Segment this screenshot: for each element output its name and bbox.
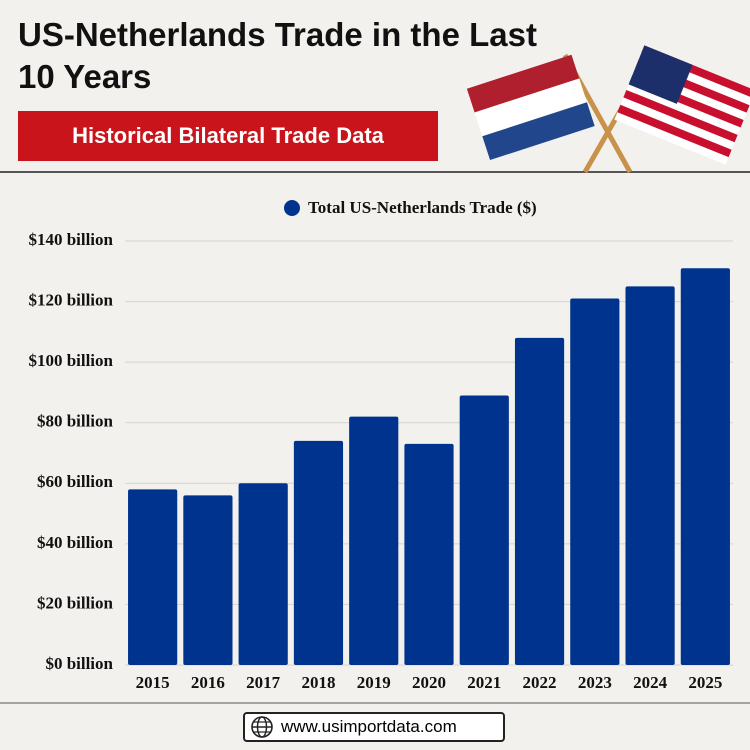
bar bbox=[459, 395, 509, 665]
footer-url: www.usimportdata.com bbox=[281, 717, 457, 736]
y-tick-label: $0 billion bbox=[45, 654, 113, 673]
x-tick-label: 2025 bbox=[688, 673, 722, 692]
x-tick-label: 2015 bbox=[136, 673, 170, 692]
bar bbox=[404, 443, 454, 665]
bar bbox=[183, 495, 233, 665]
y-tick-label: $100 billion bbox=[28, 351, 113, 370]
y-tick-label: $20 billion bbox=[37, 593, 114, 612]
y-tick-label: $140 billion bbox=[28, 230, 113, 249]
y-tick-label: $40 billion bbox=[37, 533, 114, 552]
bar bbox=[128, 489, 178, 665]
x-tick-label: 2022 bbox=[523, 673, 557, 692]
flags bbox=[466, 45, 750, 174]
globe-icon bbox=[251, 716, 273, 738]
x-tick-label: 2016 bbox=[191, 673, 225, 692]
legend-label: Total US-Netherlands Trade ($) bbox=[308, 198, 537, 217]
bar bbox=[680, 268, 730, 665]
bar bbox=[293, 440, 344, 665]
x-tick-label: 2017 bbox=[246, 673, 281, 692]
x-tick-label: 2018 bbox=[301, 673, 335, 692]
title: US-Netherlands Trade in the Last 10 Year… bbox=[18, 16, 537, 95]
x-tick-label: 2023 bbox=[578, 673, 612, 692]
x-tick-label: 2019 bbox=[357, 673, 391, 692]
y-tick-label: $60 billion bbox=[37, 472, 114, 491]
y-tick-label: $120 billion bbox=[28, 290, 113, 309]
y-tick-label: $80 billion bbox=[37, 412, 114, 431]
x-tick-label: 2024 bbox=[633, 673, 668, 692]
footer-link[interactable]: www.usimportdata.com bbox=[243, 712, 505, 742]
bar bbox=[625, 286, 675, 665]
bar bbox=[570, 298, 620, 665]
bar bbox=[514, 337, 565, 665]
x-tick-label: 2021 bbox=[467, 673, 501, 692]
legend-marker bbox=[284, 200, 300, 216]
subtitle: Historical Bilateral Trade Data bbox=[18, 111, 438, 161]
x-tick-label: 2020 bbox=[412, 673, 446, 692]
bar bbox=[238, 483, 288, 665]
bar bbox=[349, 416, 399, 665]
